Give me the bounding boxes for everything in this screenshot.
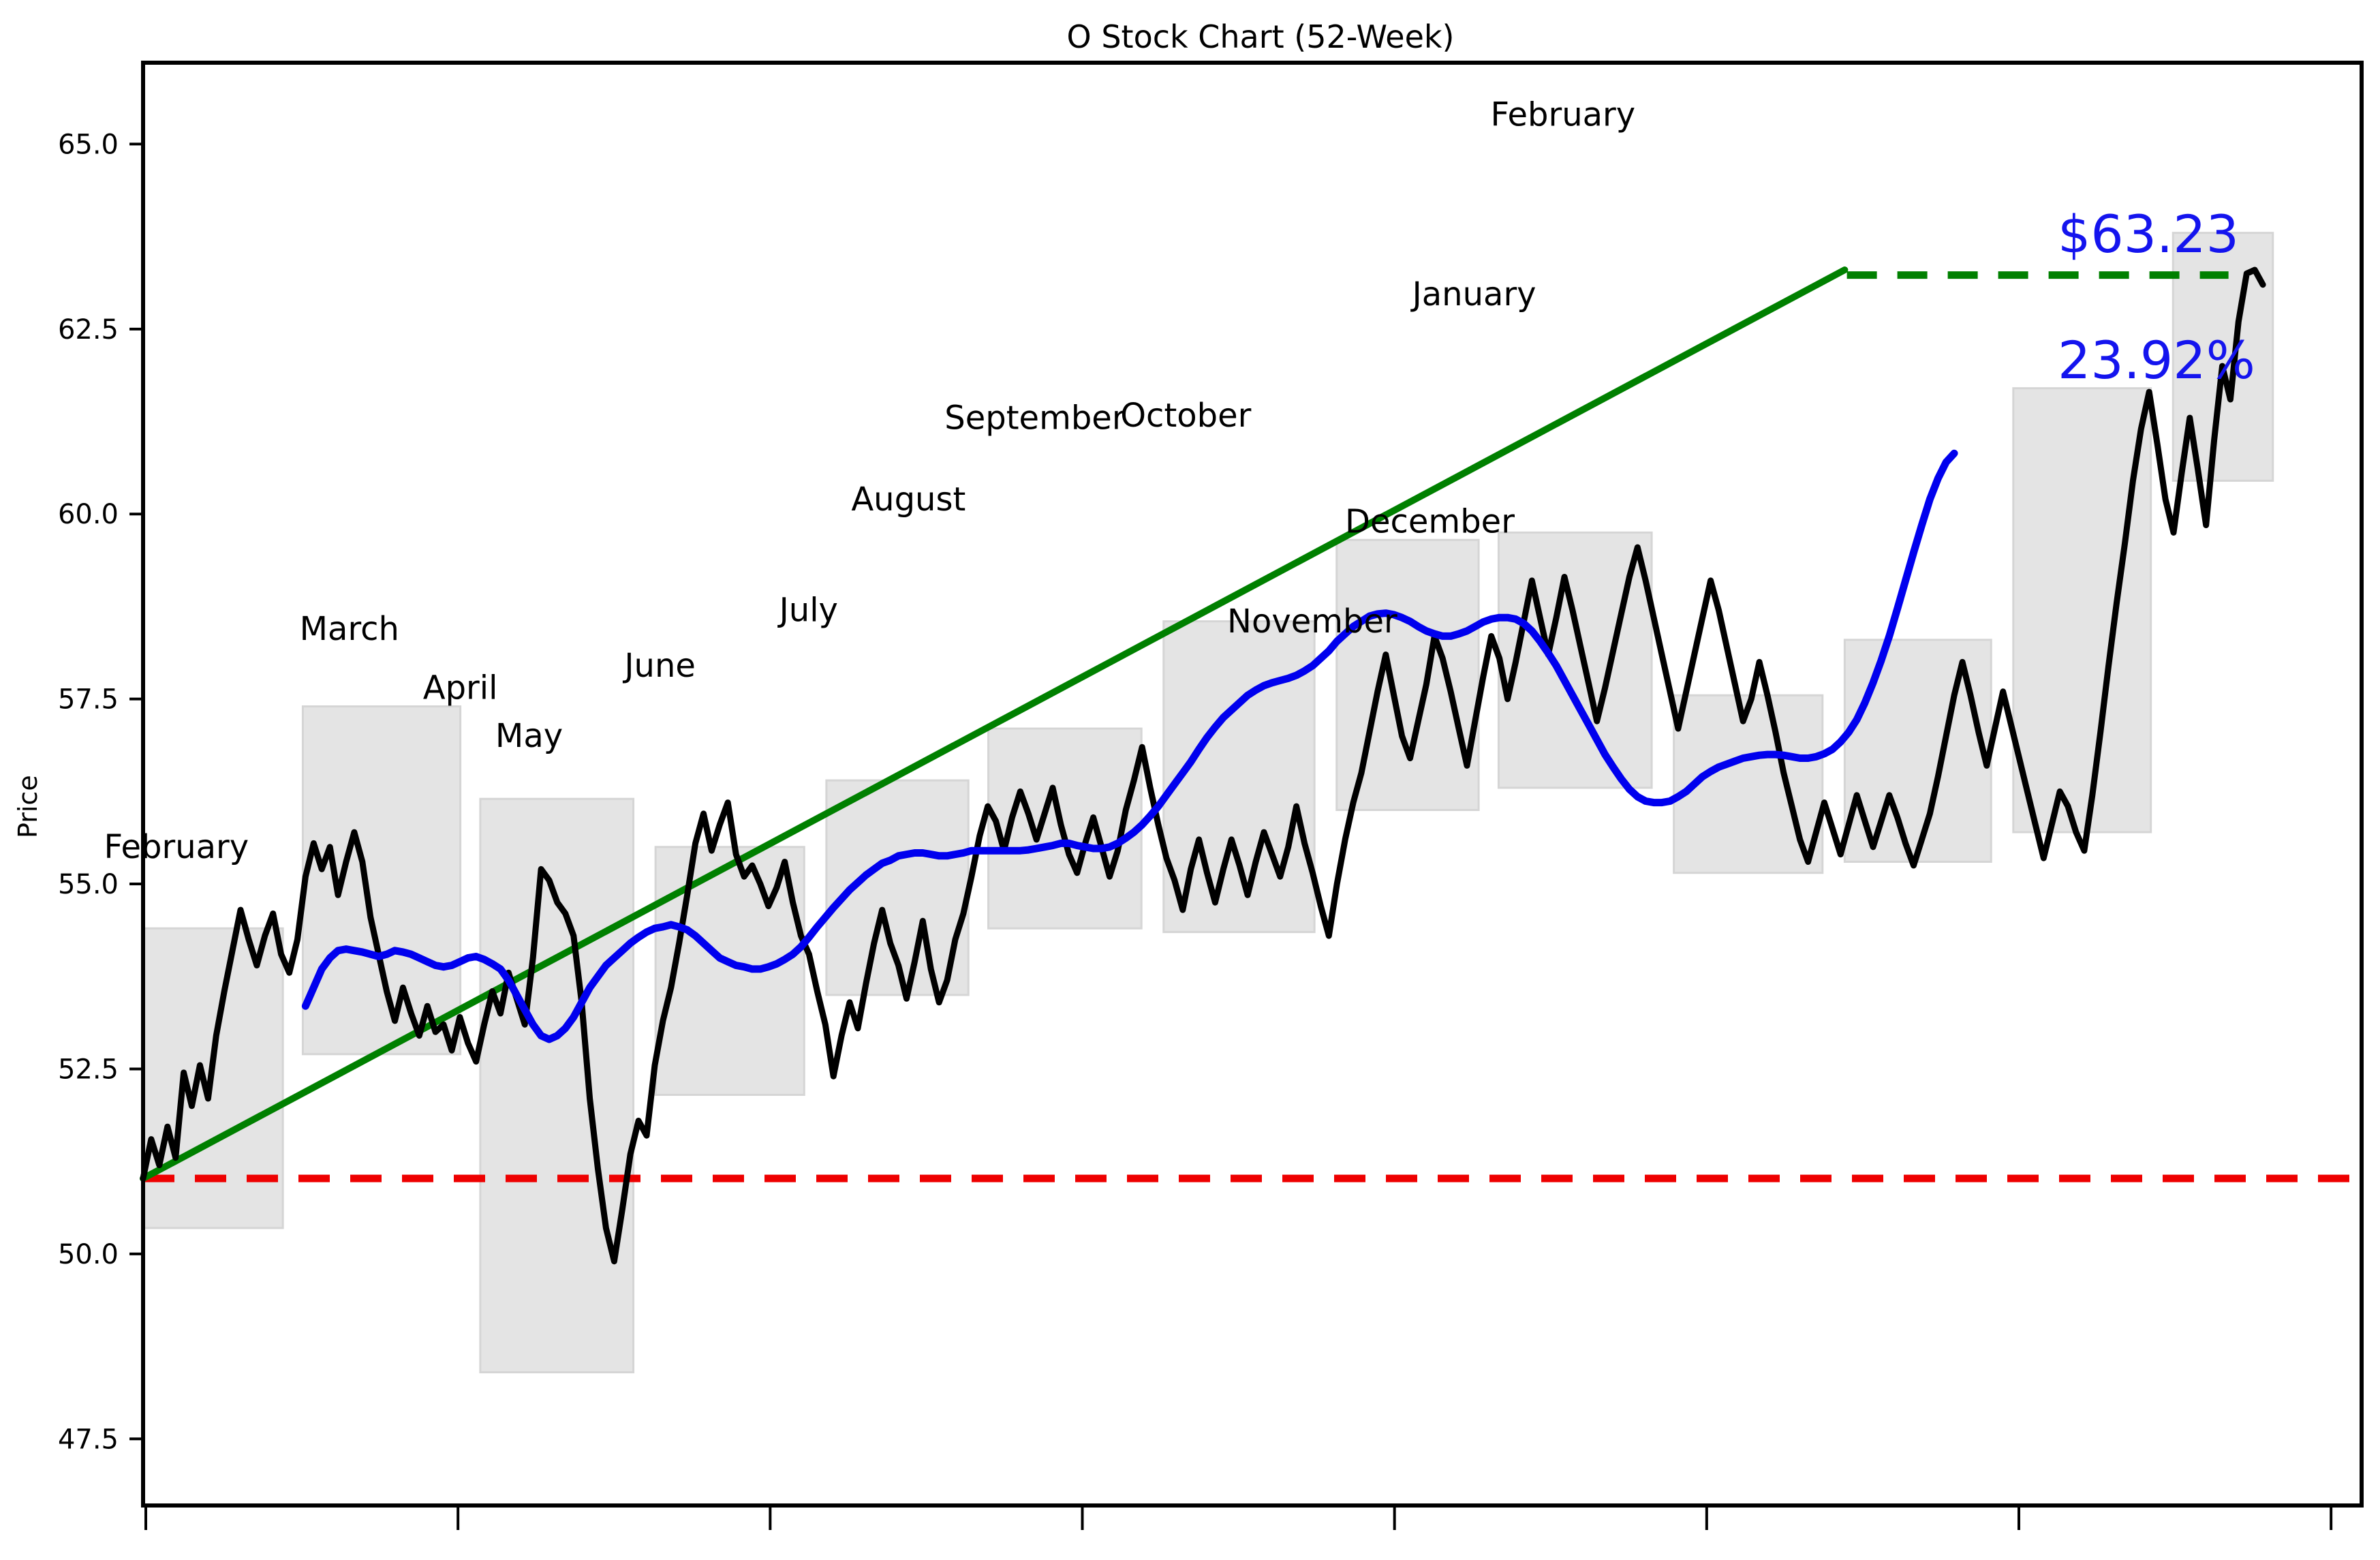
y-tick-label: 57.5 — [58, 684, 119, 716]
y-axis-label: Price — [13, 775, 43, 838]
month-label: April — [423, 669, 498, 707]
y-tick-label: 52.5 — [58, 1054, 119, 1085]
price-line — [140, 266, 2266, 1265]
y-tick-label: 65.0 — [58, 129, 119, 160]
month-range-band — [301, 705, 462, 1056]
plot-frame — [141, 61, 2364, 1508]
last-price-annotation: $63.23 — [2058, 204, 2239, 264]
x-axis-ticks — [144, 1505, 2333, 1530]
trend-line — [140, 266, 1849, 1182]
y-tick-label: 47.5 — [58, 1424, 119, 1455]
y-tick-label: 62.5 — [58, 314, 119, 346]
month-labels-group: February March April May June July August Septe… — [104, 95, 1635, 866]
month-label: February — [104, 828, 249, 866]
month-label: August — [851, 480, 965, 519]
month-label: September — [944, 399, 1126, 437]
month-range-band — [1673, 694, 1824, 874]
page-title: O Stock Chart (52-Week) — [1067, 18, 1455, 55]
month-label: January — [1410, 275, 1536, 313]
month-range-band — [479, 797, 635, 1374]
month-label: December — [1345, 502, 1515, 540]
month-label: July — [777, 592, 838, 630]
month-bands-group — [142, 232, 2274, 1374]
month-label: May — [495, 717, 563, 755]
y-tick-label: 50.0 — [58, 1239, 119, 1270]
month-range-band — [1335, 538, 1480, 811]
y-tick-label: 60.0 — [58, 499, 119, 530]
y-tick-label: 55.0 — [58, 869, 119, 900]
month-label: February — [1490, 95, 1635, 134]
moving-average-line — [301, 449, 1958, 1043]
month-range-band — [654, 846, 805, 1096]
month-label: November — [1227, 602, 1397, 641]
y-axis-ticks: 47.5 50.0 52.5 55.0 57.5 60.0 62.5 65.0 — [58, 129, 143, 1455]
month-label: March — [300, 610, 399, 648]
month-range-band — [2012, 387, 2152, 833]
percent-change-annotation: 23.92% — [2058, 330, 2255, 391]
month-label: June — [622, 647, 696, 685]
axes-group: 47.5 50.0 52.5 55.0 57.5 60.0 62.5 65.0 — [58, 61, 2364, 1530]
month-label: October — [1120, 397, 1251, 435]
